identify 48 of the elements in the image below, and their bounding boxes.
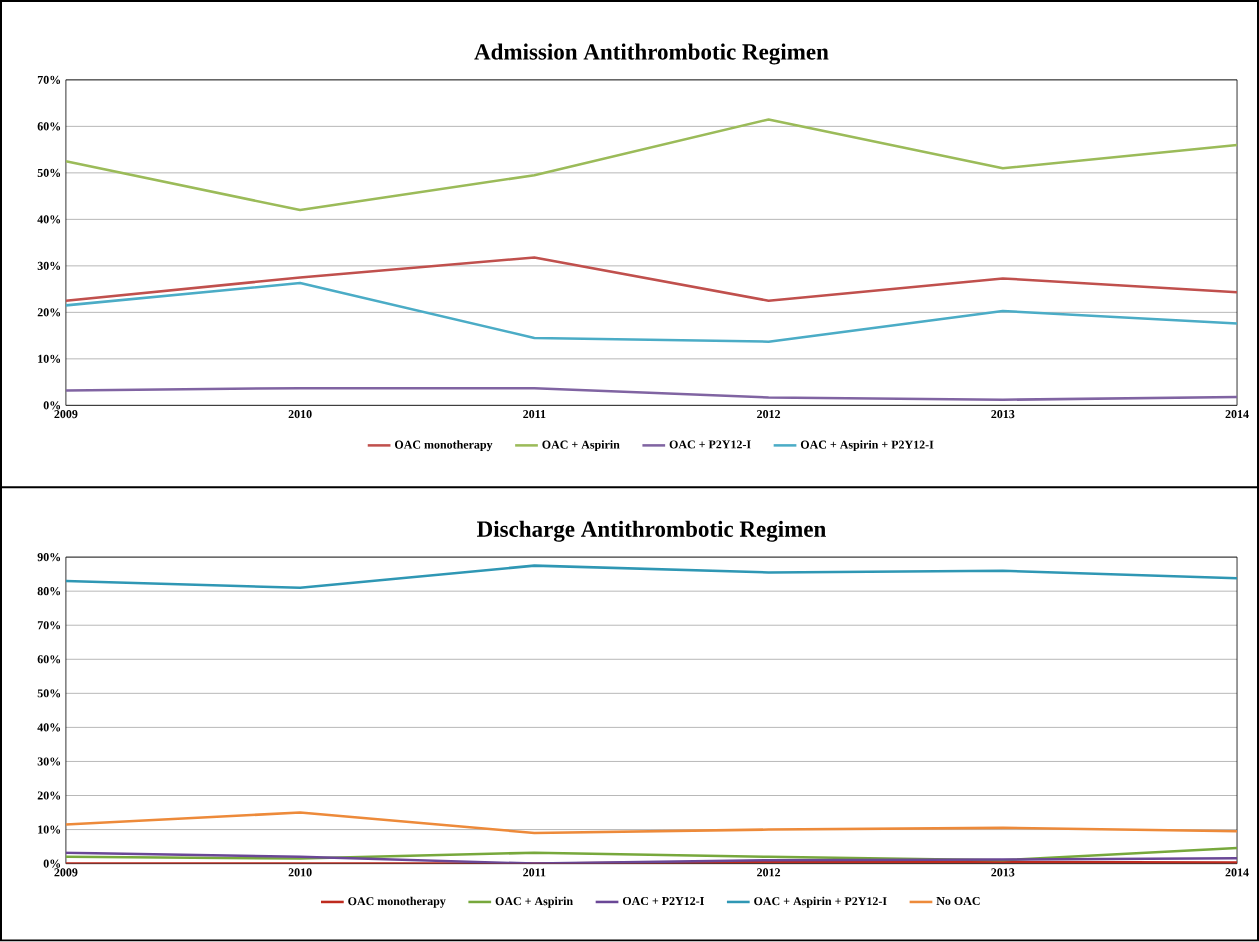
y-tick-label: 60%	[37, 655, 61, 664]
y-tick-label: 40%	[37, 723, 61, 732]
y-tick-label: 30%	[37, 757, 61, 766]
legend-label: OAC + Aspirin + P2Y12-I	[800, 440, 934, 452]
legend-label: OAC + P2Y12-I	[669, 440, 751, 449]
line-series	[65, 118, 1238, 212]
x-tick-label: 2013	[991, 868, 1015, 877]
chart-title: Admission Antithrombotic Regimen	[474, 43, 829, 65]
y-tick-label: 90%	[37, 553, 61, 562]
y-tick-label: 30%	[37, 262, 61, 271]
x-tick-label: 2010	[288, 868, 312, 877]
line-series	[65, 564, 1238, 590]
legend-label: OAC + Aspirin + P2Y12-I	[754, 897, 887, 908]
y-tick-label: 20%	[37, 791, 61, 800]
y-tick-label: 40%	[37, 215, 61, 224]
chart-title: Discharge Antithrombotic Regimen	[477, 520, 826, 543]
y-tick-label: 10%	[38, 825, 61, 834]
x-tick-label: 2014	[1225, 868, 1249, 877]
line-series	[65, 851, 1238, 864]
y-tick-label: 60%	[37, 122, 61, 131]
y-tick-label: 50%	[37, 169, 61, 178]
x-tick-label: 2012	[757, 868, 781, 877]
line-series	[65, 811, 1238, 835]
legend-label: OAC + Aspirin	[542, 440, 620, 452]
y-tick-label: 70%	[37, 76, 61, 85]
y-tick-label: 70%	[37, 621, 61, 630]
x-tick-label: 2011	[523, 868, 546, 877]
y-tick-label: 10%	[38, 355, 61, 364]
y-tick-label: 0%	[43, 401, 61, 410]
x-tick-label: 2013	[991, 410, 1015, 419]
legend-label: No OAC	[936, 897, 980, 906]
x-tick-label: 2009	[54, 410, 78, 419]
x-tick-label: 2010	[288, 410, 312, 419]
legend-label: OAC + P2Y12-I	[622, 897, 704, 906]
legend-label: OAC monotherapy	[394, 440, 493, 452]
line-series	[65, 387, 1238, 402]
line-series	[65, 256, 1238, 303]
y-tick-label: 0%	[43, 859, 61, 868]
y-tick-label: 20%	[37, 308, 61, 317]
line-series	[65, 282, 1238, 344]
y-tick-label: 80%	[37, 587, 61, 596]
x-tick-label: 2012	[757, 410, 781, 419]
x-tick-label: 2011	[523, 410, 546, 419]
legend-label: OAC + Aspirin	[495, 897, 573, 908]
legend-label: OAC monotherapy	[348, 897, 446, 908]
x-tick-label: 2009	[54, 868, 78, 877]
x-tick-label: 2014	[1225, 410, 1249, 419]
y-tick-label: 50%	[37, 689, 61, 698]
